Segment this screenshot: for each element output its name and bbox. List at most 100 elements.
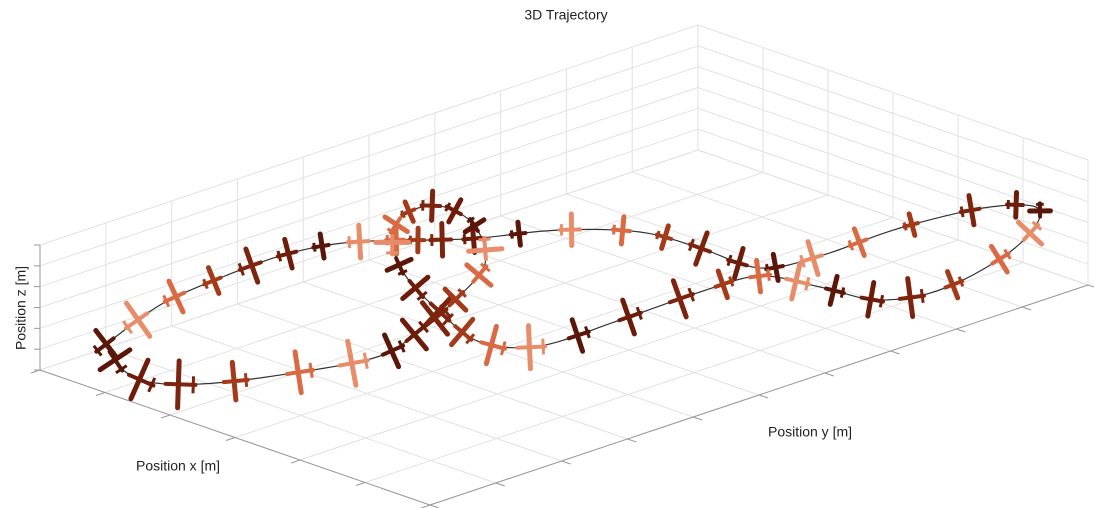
tick [161,415,170,418]
chart-title: 3D Trajectory [524,7,607,23]
tail [464,234,465,244]
wing [469,249,502,251]
aircraft [796,239,827,278]
tail [349,236,350,248]
tail [806,277,809,290]
aircraft [901,212,920,237]
aircraft [376,233,409,254]
wing [969,196,974,225]
aircraft [958,194,982,226]
aircraft [222,361,250,401]
aircraft [510,222,527,247]
aircraft [384,253,415,279]
tail [728,255,731,266]
chart: 3D Trajectory Position x [m] Position y … [0,0,1094,508]
aircraft [199,265,226,297]
tail [961,206,963,217]
tick [891,351,900,354]
wing [868,283,874,317]
aircraft [823,275,848,307]
tail [239,263,243,275]
wing [449,200,461,222]
grid-line [303,282,693,417]
tail [193,376,194,393]
tick [356,483,365,486]
y-axis-label: Position y [m] [768,424,852,440]
aircraft [517,325,546,369]
wing [518,222,520,245]
tail [657,231,659,239]
aircraft [476,324,510,368]
aircraft [1007,192,1023,217]
aircraft [560,214,581,246]
tail [585,326,589,337]
grid [31,25,1094,508]
tail [921,289,923,303]
tick [825,373,834,376]
aircraft [165,360,196,408]
wing [830,276,837,304]
wing [169,281,183,312]
wing [320,234,324,258]
tick [96,393,105,396]
tail [278,251,281,261]
aircraft [120,356,161,405]
tail [310,363,312,378]
tick [1022,307,1031,310]
aircraft [398,200,418,225]
tail [364,353,367,369]
aircraft [897,277,926,318]
tick [291,460,300,463]
wing [1016,193,1017,218]
tail [880,295,882,307]
tick [496,483,505,486]
wing [432,191,433,220]
tick [693,417,702,420]
aircraft [409,228,424,252]
tick [1088,285,1094,288]
aircraft [284,350,316,395]
wing [178,361,180,408]
wing [662,226,669,248]
tail [245,373,246,387]
grid-line [501,216,891,351]
tail [501,341,505,355]
tick [226,438,235,441]
aircraft [564,316,594,354]
wing [295,352,301,393]
aircraft [845,226,872,259]
wing [528,326,530,369]
aircraft [234,246,267,287]
aircraft [940,268,967,301]
grid-line [435,238,825,373]
tail [849,240,853,250]
wing [442,223,443,256]
wing [621,217,624,244]
x-axis-label: Position x [m] [136,458,220,474]
tail [314,243,315,252]
tail [543,339,544,355]
aircraft [1030,203,1051,216]
aircraft [441,195,467,225]
wing [757,260,761,291]
aircraft [336,338,372,387]
tick [956,329,965,332]
aircraft [724,245,751,280]
tail [768,269,769,280]
tick [627,439,636,442]
aircraft [430,223,451,256]
tail [614,225,615,235]
aircraft [347,225,370,259]
tail [204,279,208,288]
wing [359,225,361,258]
aircraft [612,216,632,245]
tail [478,239,490,240]
aircraft [782,261,813,302]
tail [511,230,512,238]
aircraft [461,256,498,292]
wing [908,279,913,317]
z-axis-label: Position z [m] [13,266,29,350]
aircraft [711,268,737,300]
tail [904,223,906,231]
wing [909,214,915,236]
